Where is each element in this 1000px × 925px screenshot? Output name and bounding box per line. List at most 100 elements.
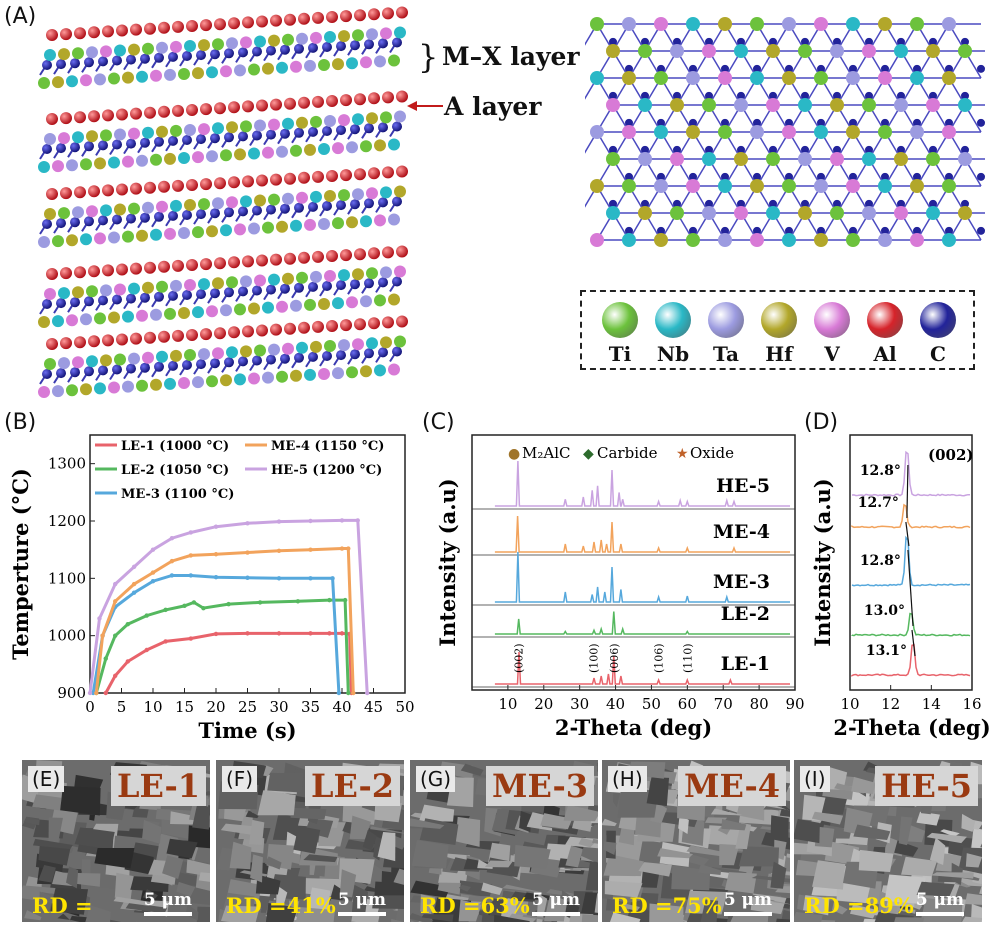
- carbon-atom: [56, 218, 66, 229]
- metal-atom: [58, 132, 70, 145]
- carbon-atom: [98, 365, 108, 376]
- sem-texture: [22, 760, 210, 922]
- metal-atom: [590, 125, 604, 139]
- carbon-atom: [350, 349, 360, 360]
- metal-atom: [702, 206, 716, 220]
- grain: [350, 920, 357, 922]
- aluminum-atom: [228, 256, 240, 269]
- metal-atom: [734, 44, 748, 58]
- grain: [502, 884, 544, 893]
- carbon-atom: [849, 226, 857, 235]
- data-point: [144, 647, 149, 653]
- metal-atom: [212, 347, 224, 360]
- mx-slab: [38, 90, 408, 173]
- metal-atom: [380, 111, 392, 124]
- x-tick-label: 40: [332, 698, 351, 716]
- aluminum-atom: [270, 14, 282, 27]
- carbon-atom: [641, 91, 649, 100]
- y-axis-label: Intensity (a.u): [435, 478, 460, 647]
- carbon-atom: [350, 40, 360, 51]
- metal-atom: [750, 179, 764, 193]
- metal-atom: [686, 233, 700, 247]
- metal-atom: [654, 71, 668, 85]
- metal-atom: [304, 218, 316, 231]
- grain: [580, 892, 598, 916]
- carbon-atom: [112, 139, 122, 150]
- grain: [585, 860, 598, 891]
- xrd-pattern: [494, 651, 790, 685]
- carbon-atom: [961, 91, 969, 100]
- carbon-atom: [929, 91, 937, 100]
- metal-atom: [198, 348, 210, 361]
- metal-atom: [846, 179, 860, 193]
- data-point: [339, 631, 345, 636]
- carbon-atom: [280, 128, 290, 139]
- metal-atom: [234, 64, 246, 77]
- metal-atom: [282, 342, 294, 355]
- data-point: [351, 690, 356, 696]
- grain: [460, 763, 484, 776]
- x-tick-label: 40: [606, 695, 625, 713]
- data-point: [213, 524, 219, 529]
- metal-atom: [212, 197, 224, 210]
- metal-atom: [52, 160, 64, 173]
- metal-atom: [702, 152, 716, 166]
- metal-atom: [156, 200, 168, 213]
- grain: [920, 898, 963, 922]
- data-point: [346, 546, 351, 551]
- metal-atom: [192, 151, 204, 164]
- data-point: [113, 673, 118, 678]
- grain: [186, 859, 210, 877]
- sample-name: LE-1: [110, 766, 206, 806]
- xrd-peak: [851, 643, 971, 677]
- aluminum-atom: [116, 183, 128, 196]
- carbon-atom: [801, 91, 809, 100]
- metal-atom: [276, 220, 288, 233]
- metal-atom: [606, 152, 620, 166]
- metal-atom: [150, 228, 162, 241]
- grain: [906, 823, 926, 843]
- aluminum-atom: [298, 96, 310, 109]
- carbon-atom: [168, 360, 178, 371]
- grain: [750, 893, 787, 915]
- metal-atom: [380, 186, 392, 199]
- sample-name: ME-3: [486, 766, 594, 806]
- metal-atom: [122, 380, 134, 393]
- carbon-atom: [673, 199, 681, 208]
- x-axis-label: 2-Theta (deg): [555, 715, 712, 740]
- scale-bar: 5 μm: [532, 890, 580, 916]
- carbon-atom: [977, 118, 985, 127]
- aluminum-atom: [270, 173, 282, 186]
- carbon-atom: [280, 283, 290, 294]
- metal-atom: [366, 28, 378, 41]
- carbon-atom: [641, 199, 649, 208]
- metal-atom: [394, 335, 406, 348]
- metal-atom: [164, 377, 176, 390]
- metal-atom: [268, 118, 280, 131]
- data-point: [103, 690, 108, 696]
- metal-atom: [170, 279, 182, 292]
- metal-atom: [324, 340, 336, 352]
- carbon-atom: [801, 199, 809, 208]
- grain: [410, 880, 451, 898]
- grain: [605, 898, 626, 911]
- metal-atom: [198, 123, 210, 136]
- carbon-atom: [392, 346, 402, 357]
- x-tick-label: 60: [678, 695, 697, 713]
- metal-atom: [310, 190, 322, 203]
- metal-atom: [178, 68, 190, 80]
- aluminum-atom: [200, 328, 212, 341]
- carbon-atom: [897, 37, 905, 46]
- metal-atom: [100, 284, 112, 297]
- data-point: [339, 546, 345, 551]
- carbon-atom: [252, 285, 262, 296]
- carbon-atom: [336, 125, 346, 136]
- metal-atom: [170, 349, 182, 362]
- grain: [166, 838, 198, 859]
- metal-atom: [268, 34, 280, 47]
- metal-atom: [164, 152, 176, 165]
- aluminum-atom: [158, 21, 170, 34]
- metal-atom: [94, 312, 106, 325]
- grain: [410, 818, 445, 829]
- carbon-atom: [625, 226, 633, 235]
